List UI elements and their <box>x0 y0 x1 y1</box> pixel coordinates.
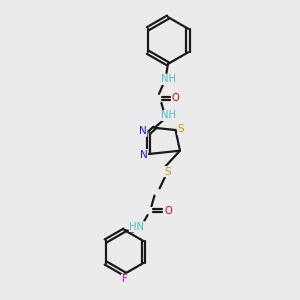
Text: O: O <box>164 206 172 216</box>
Text: F: F <box>122 274 128 284</box>
Text: NH: NH <box>161 74 176 85</box>
Text: HN: HN <box>129 221 144 232</box>
Text: N: N <box>139 126 147 136</box>
Text: O: O <box>172 93 180 103</box>
Text: S: S <box>178 124 184 134</box>
Text: N: N <box>140 150 147 160</box>
Text: NH: NH <box>161 110 176 121</box>
Text: S: S <box>164 167 171 177</box>
